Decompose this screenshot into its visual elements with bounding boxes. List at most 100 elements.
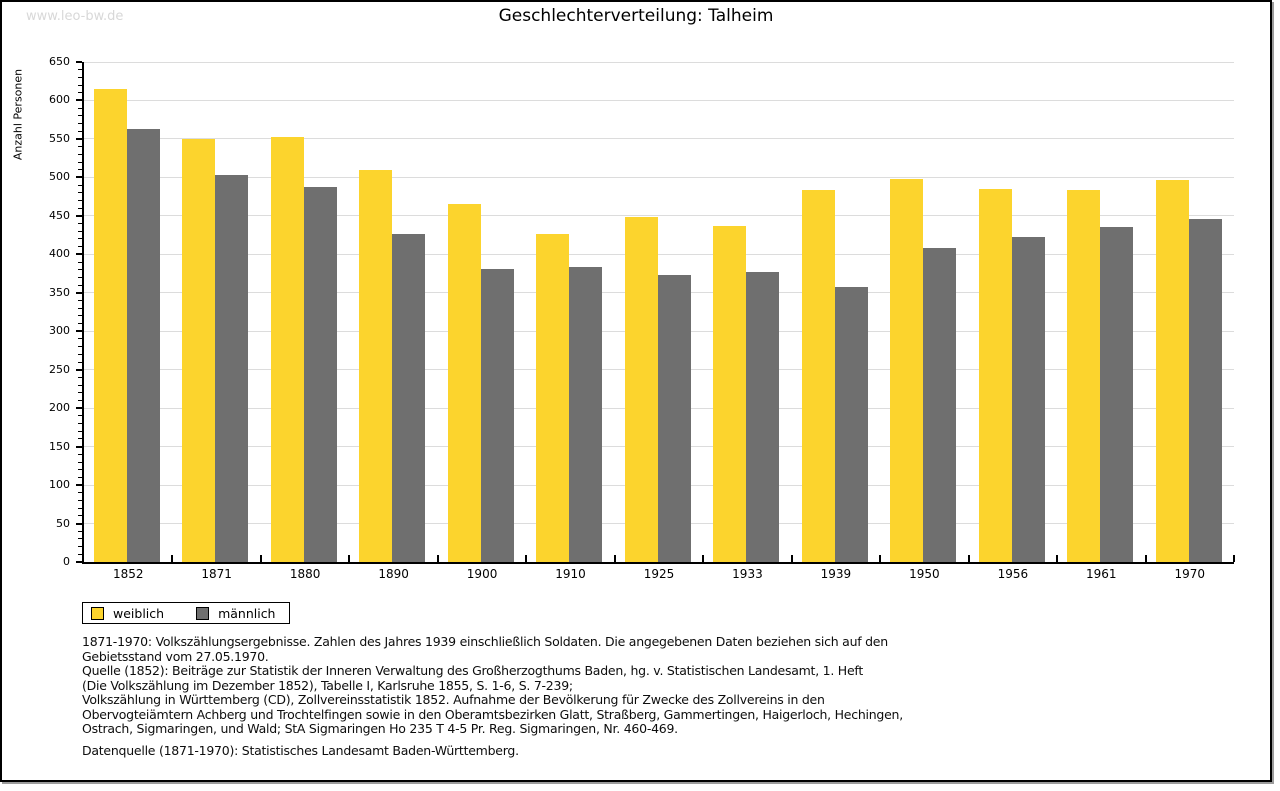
bar-maennlich — [657, 275, 691, 562]
legend-label-maennlich: männlich — [218, 605, 276, 621]
y-axis-minor-tick — [78, 269, 82, 271]
bar-weiblich — [713, 225, 747, 562]
gridline — [84, 253, 1234, 255]
y-axis-minor-tick — [78, 307, 82, 309]
legend-item-weiblich: weiblich — [91, 606, 164, 621]
legend-label-weiblich: weiblich — [113, 605, 165, 621]
bar-maennlich — [392, 233, 426, 562]
x-axis-label: 1871 — [201, 567, 232, 581]
y-axis-minor-tick — [78, 299, 82, 301]
bar-maennlich — [1100, 227, 1134, 562]
y-axis-minor-tick — [78, 461, 82, 463]
y-axis-minor-tick — [78, 376, 82, 378]
bar-maennlich — [1188, 218, 1222, 562]
y-axis-minor-tick — [78, 476, 82, 478]
footnote-line: Quelle (1852): Beiträge zur Statistik de… — [82, 663, 863, 678]
x-axis-label: 1950 — [909, 567, 940, 581]
y-axis-minor-tick — [78, 223, 82, 225]
x-axis-label: 1880 — [289, 567, 321, 581]
x-axis-label: 1890 — [378, 567, 409, 581]
gridline — [84, 176, 1234, 178]
y-axis-minor-tick — [78, 315, 82, 317]
y-tick-label: 200 — [49, 401, 70, 415]
x-axis-label: 1956 — [997, 567, 1029, 581]
y-axis-minor-tick — [78, 415, 82, 417]
x-axis-tick — [1144, 555, 1147, 562]
y-axis-minor-tick — [78, 492, 82, 494]
y-axis-tick — [76, 176, 82, 179]
y-axis-minor-tick — [78, 438, 82, 440]
x-axis-tick — [436, 555, 439, 562]
y-axis-minor-tick — [78, 192, 82, 194]
bar-weiblich — [624, 217, 658, 562]
x-axis-tick — [967, 555, 970, 562]
y-tick-label: 400 — [49, 247, 70, 261]
bar-weiblich — [447, 203, 481, 562]
y-axis-minor-tick — [78, 453, 82, 455]
x-axis-line — [82, 562, 1234, 564]
gridline — [84, 61, 1234, 63]
bar-maennlich — [127, 128, 160, 562]
y-tick-label: 550 — [49, 131, 70, 145]
y-axis-minor-tick — [78, 399, 82, 401]
bar-weiblich — [94, 88, 127, 562]
bar-maennlich — [834, 286, 868, 562]
y-axis-minor-tick — [78, 338, 82, 340]
footnote-line: Ostrach, Sigmaringen, und Wald; StA Sigm… — [82, 721, 678, 736]
y-axis-minor-tick — [78, 261, 82, 263]
y-axis-minor-tick — [78, 153, 82, 155]
x-axis-label: 1970 — [1174, 567, 1206, 581]
x-axis-label: 1852 — [112, 567, 144, 581]
bar-weiblich — [1067, 190, 1101, 562]
watermark: www.leo-bw.de — [26, 9, 124, 24]
y-axis-minor-tick — [78, 546, 82, 548]
y-axis-tick — [76, 368, 82, 371]
y-axis-tick — [76, 407, 82, 410]
x-axis-label: 1939 — [820, 567, 852, 581]
gridline — [84, 215, 1234, 217]
y-axis-minor-tick — [78, 384, 82, 386]
y-axis-minor-tick — [78, 361, 82, 363]
x-axis-tick — [1056, 555, 1059, 562]
x-axis-tick — [879, 555, 882, 562]
x-axis-label: 1910 — [555, 567, 586, 581]
y-tick-label: 250 — [49, 362, 70, 376]
legend-item-maennlich: männlich — [196, 606, 275, 621]
x-axis-label: 1933 — [732, 567, 763, 581]
y-axis-tick — [76, 522, 82, 525]
y-tick-label: 50 — [56, 516, 70, 530]
x-axis-label: 1961 — [1086, 567, 1117, 581]
bar-weiblich — [359, 170, 393, 562]
y-axis-tick — [76, 330, 82, 333]
datasource-line: Datenquelle (1871-1970): Statistisches L… — [82, 742, 519, 758]
y-axis-minor-tick — [78, 207, 82, 209]
x-axis-tick — [525, 555, 528, 562]
y-tick-label: 500 — [49, 170, 70, 184]
y-axis-minor-tick — [78, 169, 82, 171]
x-axis-tick — [259, 555, 262, 562]
y-axis-minor-tick — [78, 238, 82, 240]
y-axis-minor-tick — [78, 199, 82, 201]
bar-maennlich — [1011, 236, 1045, 562]
y-axis-minor-tick — [78, 84, 82, 86]
y-axis-minor-tick — [78, 69, 82, 71]
bar-maennlich — [923, 248, 957, 562]
bar-maennlich — [569, 267, 603, 562]
bar-weiblich — [270, 137, 304, 562]
x-axis-tick — [790, 555, 793, 562]
y-axis-tick — [76, 561, 82, 563]
y-axis-tick — [76, 61, 82, 63]
y-axis-minor-tick — [78, 530, 82, 532]
y-axis-minor-tick — [78, 353, 82, 355]
y-axis-tick — [76, 445, 82, 448]
y-axis-minor-tick — [78, 246, 82, 248]
y-axis-tick — [76, 253, 82, 256]
bar-weiblich — [536, 233, 570, 562]
footnote-lines: 1871-1970: Volkszählungsergebnisse. Zahl… — [82, 634, 903, 737]
y-axis-minor-tick — [78, 276, 82, 278]
bar-weiblich — [978, 188, 1012, 562]
footnote-line: Gebietsstand vom 27.05.1970. — [82, 648, 269, 664]
footnotes: 1871-1970: Volkszählungsergebnisse. Zahl… — [82, 634, 903, 758]
y-axis-line — [82, 62, 84, 564]
x-axis-tick — [1233, 555, 1235, 562]
